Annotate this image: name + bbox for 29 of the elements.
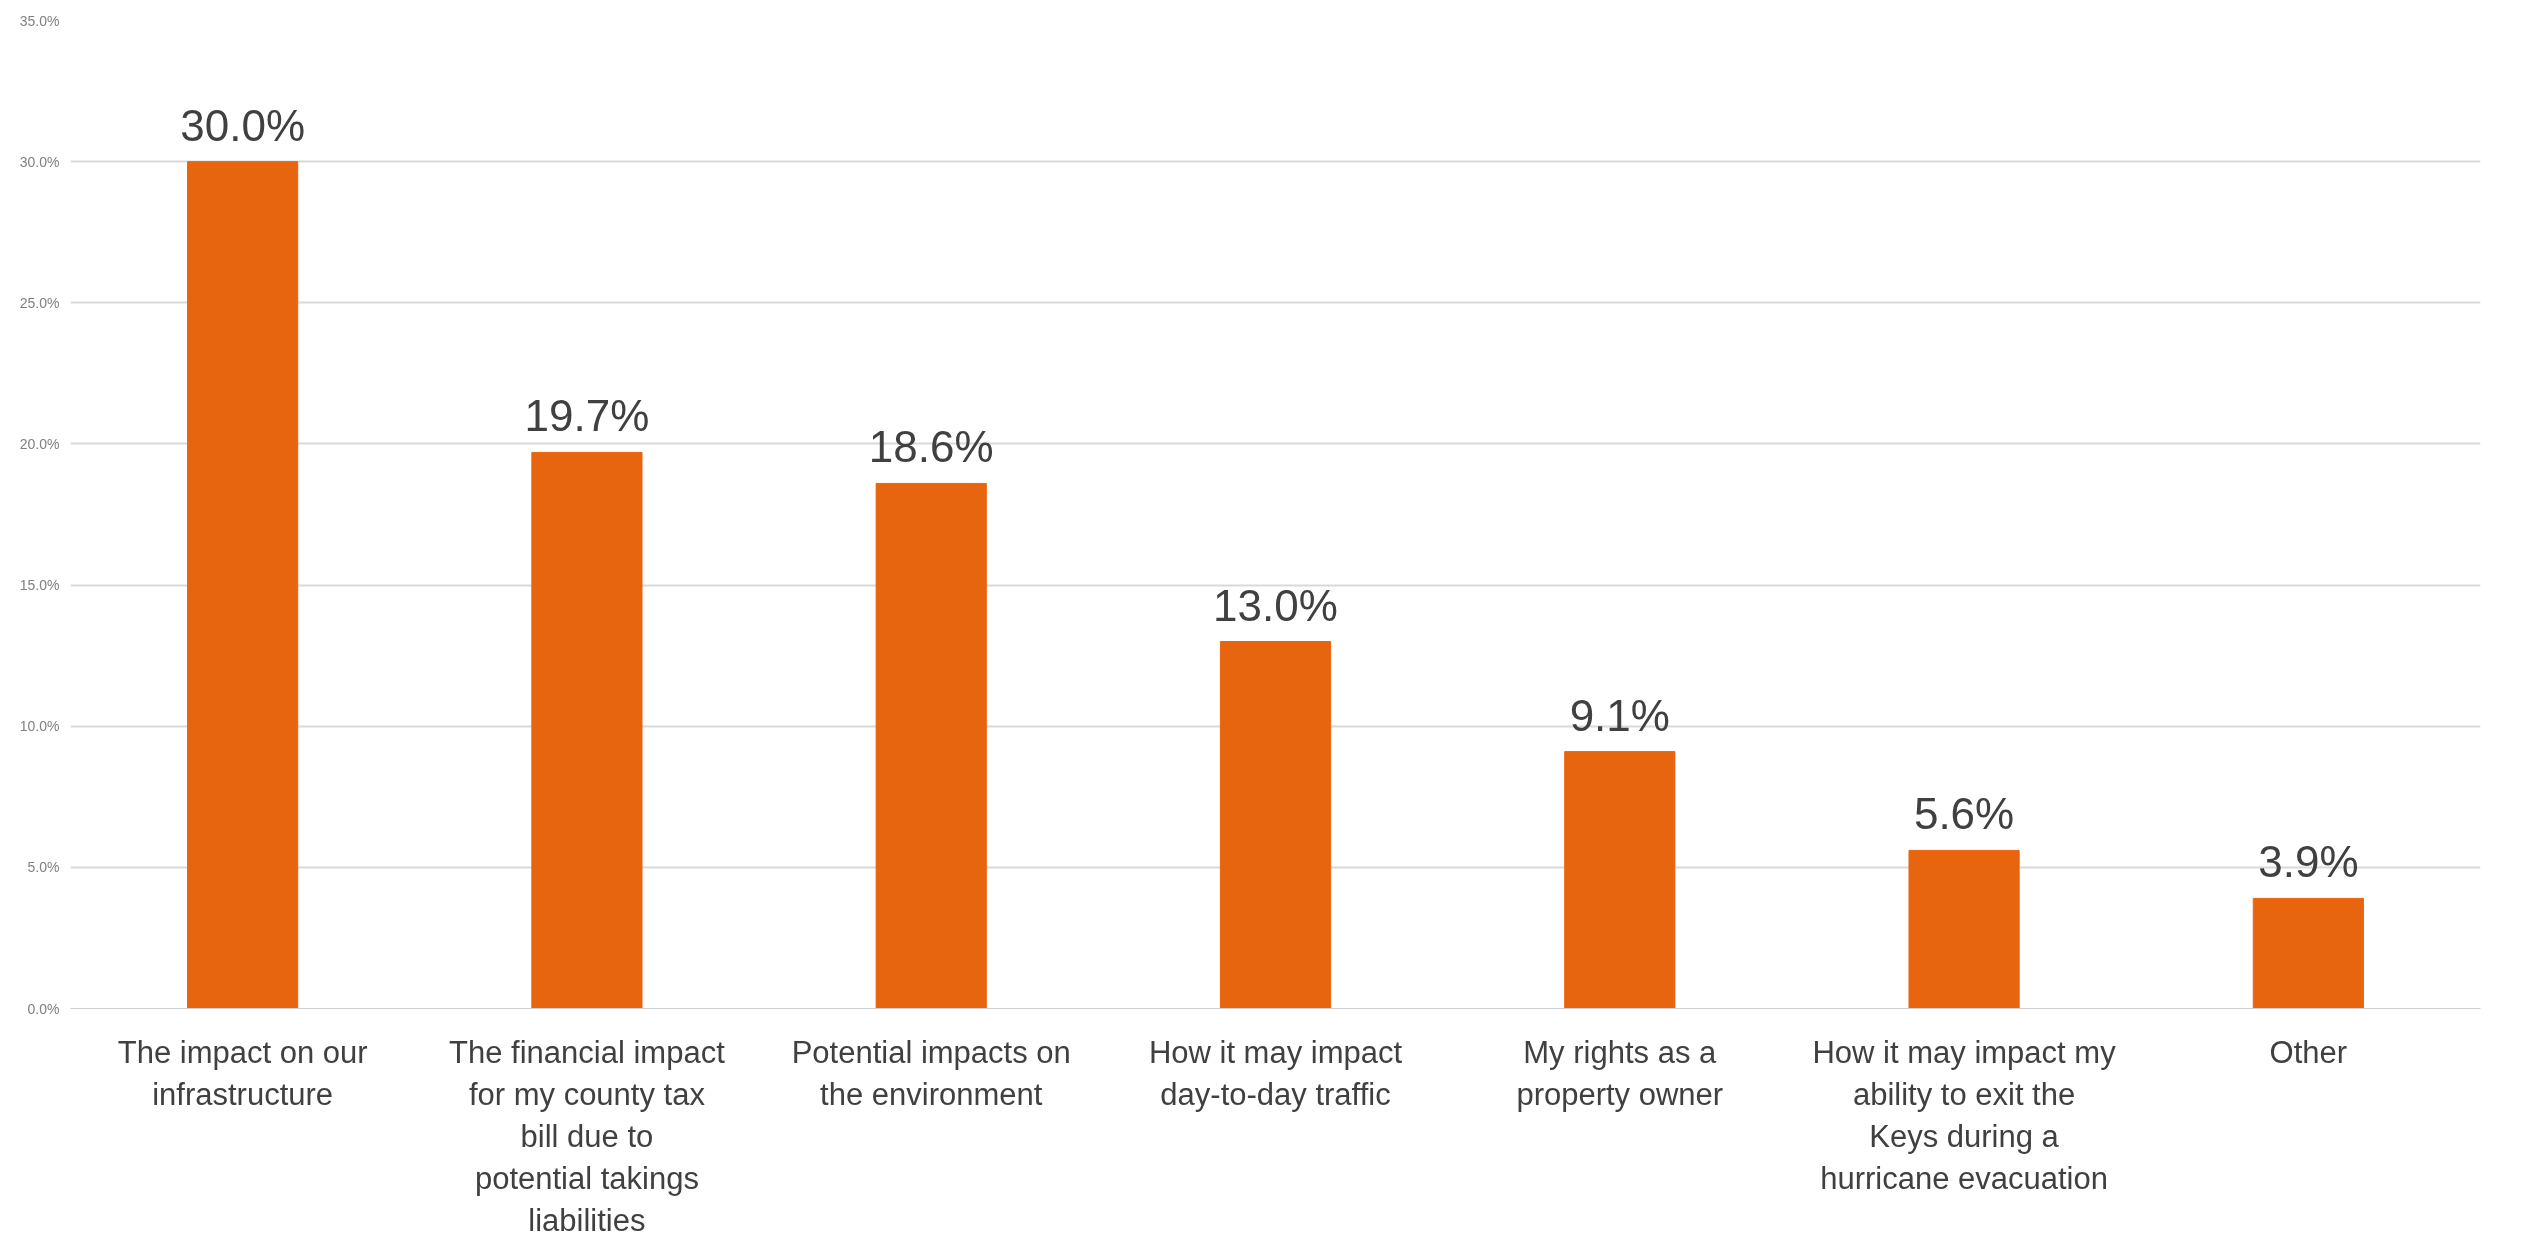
y-tick-label: 10.0% [19, 718, 60, 735]
data-label: 19.7% [524, 391, 650, 441]
data-label: 5.6% [1913, 789, 2015, 839]
bar [1219, 641, 1332, 1009]
bar [875, 482, 987, 1009]
x-tick-label: Other [2269, 1034, 2348, 1070]
x-tick-label: My rights as a property owner [1516, 1034, 1724, 1112]
data-label: 18.6% [868, 422, 994, 472]
y-tick-label: 30.0% [19, 153, 60, 170]
x-tick-label: Potential impacts on the environment [791, 1034, 1071, 1112]
y-tick-label: 35.0% [19, 12, 60, 29]
bar [531, 451, 643, 1009]
y-tick-label: 0.0% [27, 1000, 60, 1017]
y-tick-label: 15.0% [19, 577, 60, 594]
y-tick-label: 5.0% [27, 859, 60, 876]
y-tick-label: 20.0% [19, 435, 60, 452]
x-tick-label: The financial impact for my county tax bill due to potential takings liabilities [449, 1034, 726, 1238]
x-tick-label: How it may impact my ability to exit the Keys during a hurricane evacuation [1812, 1034, 2117, 1196]
data-label: 9.1% [1569, 690, 1670, 740]
data-label: 3.9% [2258, 837, 2359, 887]
x-tick-label: The impact on our infrastructure [117, 1034, 368, 1112]
data-label: 30.0% [180, 100, 306, 150]
bar [187, 161, 299, 1009]
data-label: 13.0% [1213, 580, 1338, 630]
x-tick-label: How it may impact day-to-day traffic [1148, 1034, 1403, 1112]
y-tick-label: 25.0% [19, 294, 60, 311]
bar [1908, 849, 2020, 1009]
bar [1564, 751, 1676, 1009]
bar [2252, 897, 2364, 1009]
